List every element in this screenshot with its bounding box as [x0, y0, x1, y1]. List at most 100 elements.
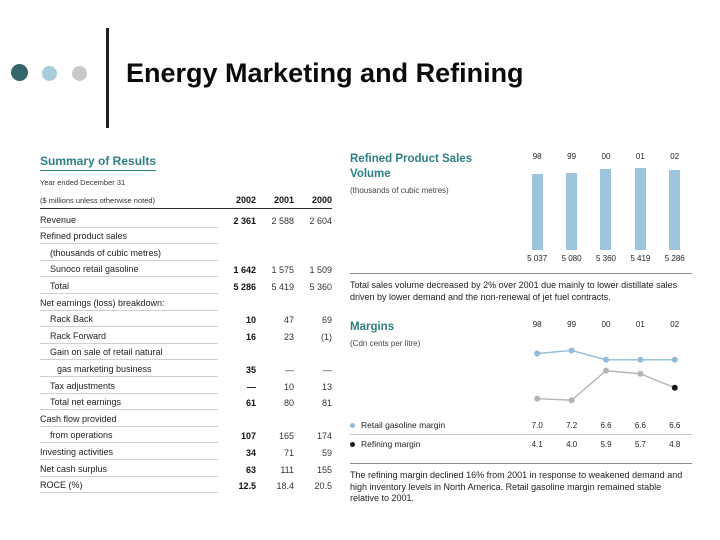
- bar-column: [589, 166, 623, 250]
- table-row: Revenue 2 361 2 588 2 604: [40, 211, 332, 228]
- table-row: Net earnings (loss) breakdown:: [40, 294, 332, 311]
- row-value: 1 509: [309, 265, 332, 276]
- line-chart: 98 99 00 01 02: [520, 320, 692, 414]
- row-label: Rack Forward: [40, 331, 218, 344]
- row-value: 47: [283, 315, 294, 326]
- data-point: [637, 370, 644, 377]
- legend-value: 6.6: [669, 420, 681, 430]
- row-value: 35: [245, 364, 256, 375]
- row-value: —: [247, 381, 256, 392]
- row-value: [256, 425, 294, 427]
- row-value: 71: [283, 447, 294, 458]
- period-note: Year ended December 31: [40, 178, 126, 187]
- row-value: 81: [321, 398, 332, 409]
- charts-panel: Refined Product Sales Volume (thousands …: [350, 152, 692, 505]
- bar-chart-plot: [520, 166, 692, 250]
- row-value: [294, 259, 332, 261]
- row-label: Net earnings (loss) breakdown:: [40, 298, 218, 311]
- refining-legend-bullet-icon: [350, 441, 355, 447]
- retail-legend-bullet-icon: [350, 422, 355, 428]
- row-value: 12.5: [238, 481, 256, 492]
- bar-year-label: 98: [532, 152, 542, 161]
- bar-column: [623, 166, 657, 250]
- row-value: [294, 358, 332, 360]
- data-point: [671, 384, 678, 391]
- bar: [566, 173, 578, 250]
- row-value: [218, 259, 256, 261]
- divider: [350, 463, 692, 465]
- row-value: 23: [283, 331, 294, 342]
- sales-volume-heading: Refined Product Sales Volume: [350, 153, 473, 180]
- column-header-2001: 2001: [273, 195, 294, 205]
- column-header-2002: 2002: [235, 195, 256, 205]
- row-value: 59: [321, 447, 332, 458]
- margins-section: Margins (Cdn cents per litre) 98 99 00 01 02: [350, 320, 692, 414]
- slide-title: Energy Marketing and Refining: [126, 58, 524, 88]
- row-label: Sunoco retail gasoline: [40, 264, 218, 278]
- bar-column: [520, 166, 554, 250]
- row-value: 2 604: [309, 215, 332, 226]
- row-value: —: [323, 364, 332, 375]
- row-value: [218, 242, 256, 244]
- row-value: 69: [321, 315, 332, 326]
- legend-row: Refining margin 4.1 4.0 5.9 5.7 4.8: [350, 434, 692, 453]
- row-value: 174: [316, 431, 332, 442]
- bar-year-label: 01: [635, 152, 645, 161]
- legend-value: 4.1: [531, 439, 543, 449]
- row-value: 63: [245, 464, 256, 475]
- margins-commentary: The refining margin declined 16% from 20…: [350, 470, 683, 504]
- bar-chart-value-labels: 5 037 5 080 5 360 5 419 5 286: [520, 250, 692, 263]
- table-header-row: ($ millions unless otherwise noted) 2002…: [40, 195, 332, 209]
- legend-value: 7.2: [566, 420, 578, 430]
- refining-margin-line: [537, 369, 676, 401]
- legend-value: 6.6: [600, 420, 612, 430]
- bar: [531, 174, 543, 250]
- line-year-label: 01: [635, 320, 645, 330]
- row-label: Tax adjustments: [40, 381, 218, 394]
- row-value: —: [285, 364, 294, 375]
- table-row: Tax adjustments — 10 13: [40, 377, 332, 394]
- bar-column: [658, 166, 692, 250]
- legend-value: 7.0: [531, 420, 543, 430]
- margins-heading: Margins: [350, 321, 395, 334]
- row-value: 155: [316, 464, 332, 475]
- summary-panel: Summary of Results Year ended December 3…: [40, 152, 332, 494]
- row-value: [256, 358, 294, 360]
- row-value: [256, 309, 294, 311]
- line-year-label: 02: [670, 320, 680, 330]
- table-row: Total 5 286 5 419 5 360: [40, 277, 332, 294]
- bullet-light-icon: [42, 66, 57, 81]
- table-row: Gain on sale of retail natural: [40, 344, 332, 361]
- bar-year-label: 99: [567, 152, 577, 161]
- legend-value: 4.0: [566, 439, 578, 449]
- row-value: 5 419: [271, 281, 294, 292]
- data-point: [671, 356, 678, 363]
- sales-volume-commentary: Total sales volume decreased by 2% over …: [350, 280, 678, 302]
- table-row: Net cash surplus 63 111 155: [40, 460, 332, 477]
- data-point: [637, 356, 644, 363]
- row-value: 13: [321, 381, 332, 392]
- row-value: 165: [278, 431, 294, 442]
- table-row: Rack Back 10 47 69: [40, 311, 332, 328]
- row-value: 111: [280, 464, 294, 475]
- row-value: [256, 259, 294, 261]
- row-label: Total net earnings: [40, 397, 218, 411]
- row-value: [218, 358, 256, 360]
- table-row: Total net earnings 61 80 81: [40, 394, 332, 411]
- table-row: ROCE (%) 12.5 18.4 20.5: [40, 477, 332, 494]
- table-row: Cash flow provided: [40, 410, 332, 427]
- line-year-label: 99: [567, 320, 577, 330]
- table-row: Investing activities 34 71 59: [40, 443, 332, 460]
- bar-chart-year-labels: 98 99 00 01 02: [520, 152, 692, 161]
- table-row: Refined product sales: [40, 228, 332, 245]
- margins-header: Margins (Cdn cents per litre): [350, 320, 520, 414]
- legend-label: Retail gasoline margin: [361, 420, 446, 431]
- row-label: from operations: [40, 430, 218, 444]
- bar-value-label: 5 360: [595, 254, 616, 263]
- legend-row: Retail gasoline margin 7.0 7.2 6.6 6.6 6.6: [350, 416, 692, 434]
- row-value: [256, 242, 294, 244]
- table-row: Sunoco retail gasoline 1 642 1 575 1 509: [40, 261, 332, 278]
- row-label: Gain on sale of retail natural: [40, 347, 218, 361]
- row-value: 20.5: [314, 481, 332, 492]
- legend-value: 5.9: [600, 439, 612, 449]
